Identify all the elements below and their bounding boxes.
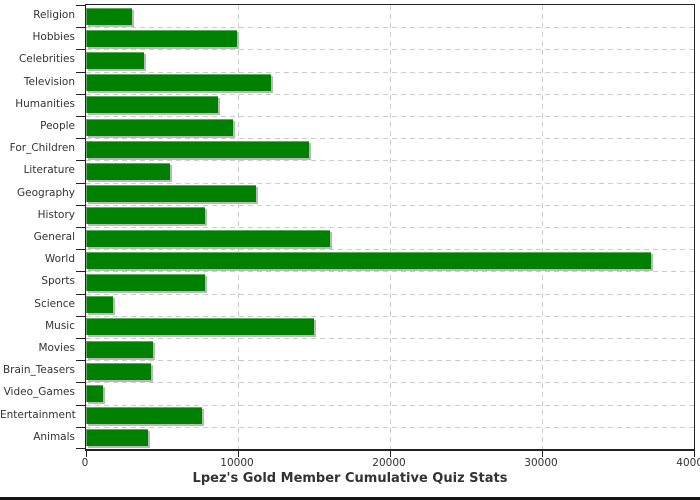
chart-title: Lpez's Gold Member Cumulative Quiz Stats bbox=[192, 471, 508, 486]
y-tick bbox=[76, 360, 85, 362]
gridline-h bbox=[86, 138, 694, 140]
y-tick bbox=[76, 116, 85, 117]
bar-video_games bbox=[86, 384, 103, 402]
y-tick bbox=[76, 71, 85, 73]
x-tick-label: 30000 bbox=[524, 457, 558, 469]
y-tick bbox=[76, 49, 85, 51]
x-axis-labels: 0 10000 20000 30000 40000 bbox=[81, 457, 700, 471]
gridline-h bbox=[86, 160, 694, 162]
bar-general bbox=[86, 229, 330, 247]
bar-hobbies bbox=[86, 29, 238, 47]
y-tick bbox=[76, 160, 85, 162]
gridline-h bbox=[86, 271, 694, 273]
category-label: Religion bbox=[33, 9, 75, 21]
x-tick bbox=[694, 451, 695, 457]
gridline-h bbox=[86, 49, 694, 51]
x-tick-label: 40000 bbox=[676, 457, 700, 469]
bar-celebrities bbox=[86, 51, 144, 69]
x-tick bbox=[542, 451, 543, 457]
category-label: For_Children bbox=[9, 142, 75, 155]
x-tick bbox=[390, 451, 391, 457]
y-tick bbox=[76, 93, 85, 95]
category-label: Entertainment bbox=[0, 408, 76, 421]
x-tick bbox=[86, 451, 87, 457]
x-tick bbox=[238, 451, 239, 457]
category-label: Humanities bbox=[15, 97, 75, 110]
gridline-h bbox=[86, 116, 694, 117]
y-tick bbox=[76, 315, 85, 317]
category-label: General bbox=[33, 231, 75, 243]
bar-sports bbox=[86, 273, 205, 291]
plot-area bbox=[76, 4, 695, 457]
category-label: Television bbox=[23, 75, 75, 88]
category-label: Science bbox=[34, 297, 75, 310]
category-label: Animals bbox=[33, 430, 75, 443]
gridline-h bbox=[86, 360, 694, 362]
category-label: Movies bbox=[38, 342, 75, 354]
y-tick bbox=[76, 426, 85, 428]
category-label: Celebrities bbox=[18, 53, 75, 66]
bar-music bbox=[86, 318, 314, 336]
gridline-h bbox=[86, 204, 694, 206]
gridline-h bbox=[86, 293, 694, 295]
bar-science bbox=[86, 296, 114, 314]
gridline-h bbox=[86, 71, 694, 73]
bar-television bbox=[86, 74, 272, 92]
gridline-h bbox=[86, 93, 694, 95]
category-label: Sports bbox=[41, 275, 75, 288]
y-tick bbox=[76, 204, 85, 206]
bar-religion bbox=[86, 7, 133, 25]
bar-for_children bbox=[86, 140, 310, 158]
y-tick bbox=[76, 404, 85, 406]
y-axis-labels: Religion Hobbies Celebrities Television Huma… bbox=[0, 4, 76, 451]
gridline-h bbox=[86, 227, 694, 228]
x-tick-label: 10000 bbox=[220, 457, 254, 469]
category-label: Music bbox=[45, 319, 75, 332]
bar-history bbox=[86, 207, 205, 225]
gridline-h bbox=[86, 404, 694, 406]
y-tick bbox=[76, 448, 85, 449]
bar-humanities bbox=[86, 96, 219, 114]
bottom-border-bar bbox=[0, 497, 700, 500]
gridline-h bbox=[86, 315, 694, 317]
bar-people bbox=[86, 118, 234, 136]
gridline-h bbox=[86, 426, 694, 428]
bar-brain_teasers bbox=[86, 362, 151, 380]
y-tick bbox=[76, 138, 85, 140]
y-tick bbox=[76, 271, 85, 273]
category-label: Geography bbox=[17, 186, 75, 199]
bar-animals bbox=[86, 429, 148, 447]
gridline-h bbox=[86, 27, 694, 29]
y-tick bbox=[76, 249, 85, 251]
category-label: History bbox=[37, 208, 75, 221]
y-tick bbox=[76, 382, 85, 384]
bar-entertainment bbox=[86, 407, 203, 425]
x-tick-label: 20000 bbox=[372, 457, 406, 469]
y-tick bbox=[76, 27, 85, 29]
y-tick bbox=[76, 293, 85, 295]
gridline-h bbox=[86, 182, 694, 184]
category-label: Brain_Teasers bbox=[2, 364, 75, 377]
y-tick bbox=[76, 227, 85, 228]
y-tick bbox=[76, 5, 85, 6]
y-tick bbox=[76, 338, 85, 339]
bar-movies bbox=[86, 340, 153, 358]
gridline-h bbox=[86, 382, 694, 384]
x-tick-label: 0 bbox=[81, 457, 89, 469]
category-label: Video_Games bbox=[3, 386, 75, 399]
category-label: Hobbies bbox=[32, 31, 76, 44]
bar-geography bbox=[86, 185, 257, 203]
gridline-h bbox=[86, 249, 694, 251]
category-label: World bbox=[44, 253, 75, 266]
bar-literature bbox=[86, 162, 171, 180]
bar-world bbox=[86, 251, 651, 269]
y-tick bbox=[76, 182, 85, 184]
category-label: People bbox=[40, 120, 75, 132]
category-label: Literature bbox=[23, 164, 75, 177]
gridline-h bbox=[86, 338, 694, 339]
